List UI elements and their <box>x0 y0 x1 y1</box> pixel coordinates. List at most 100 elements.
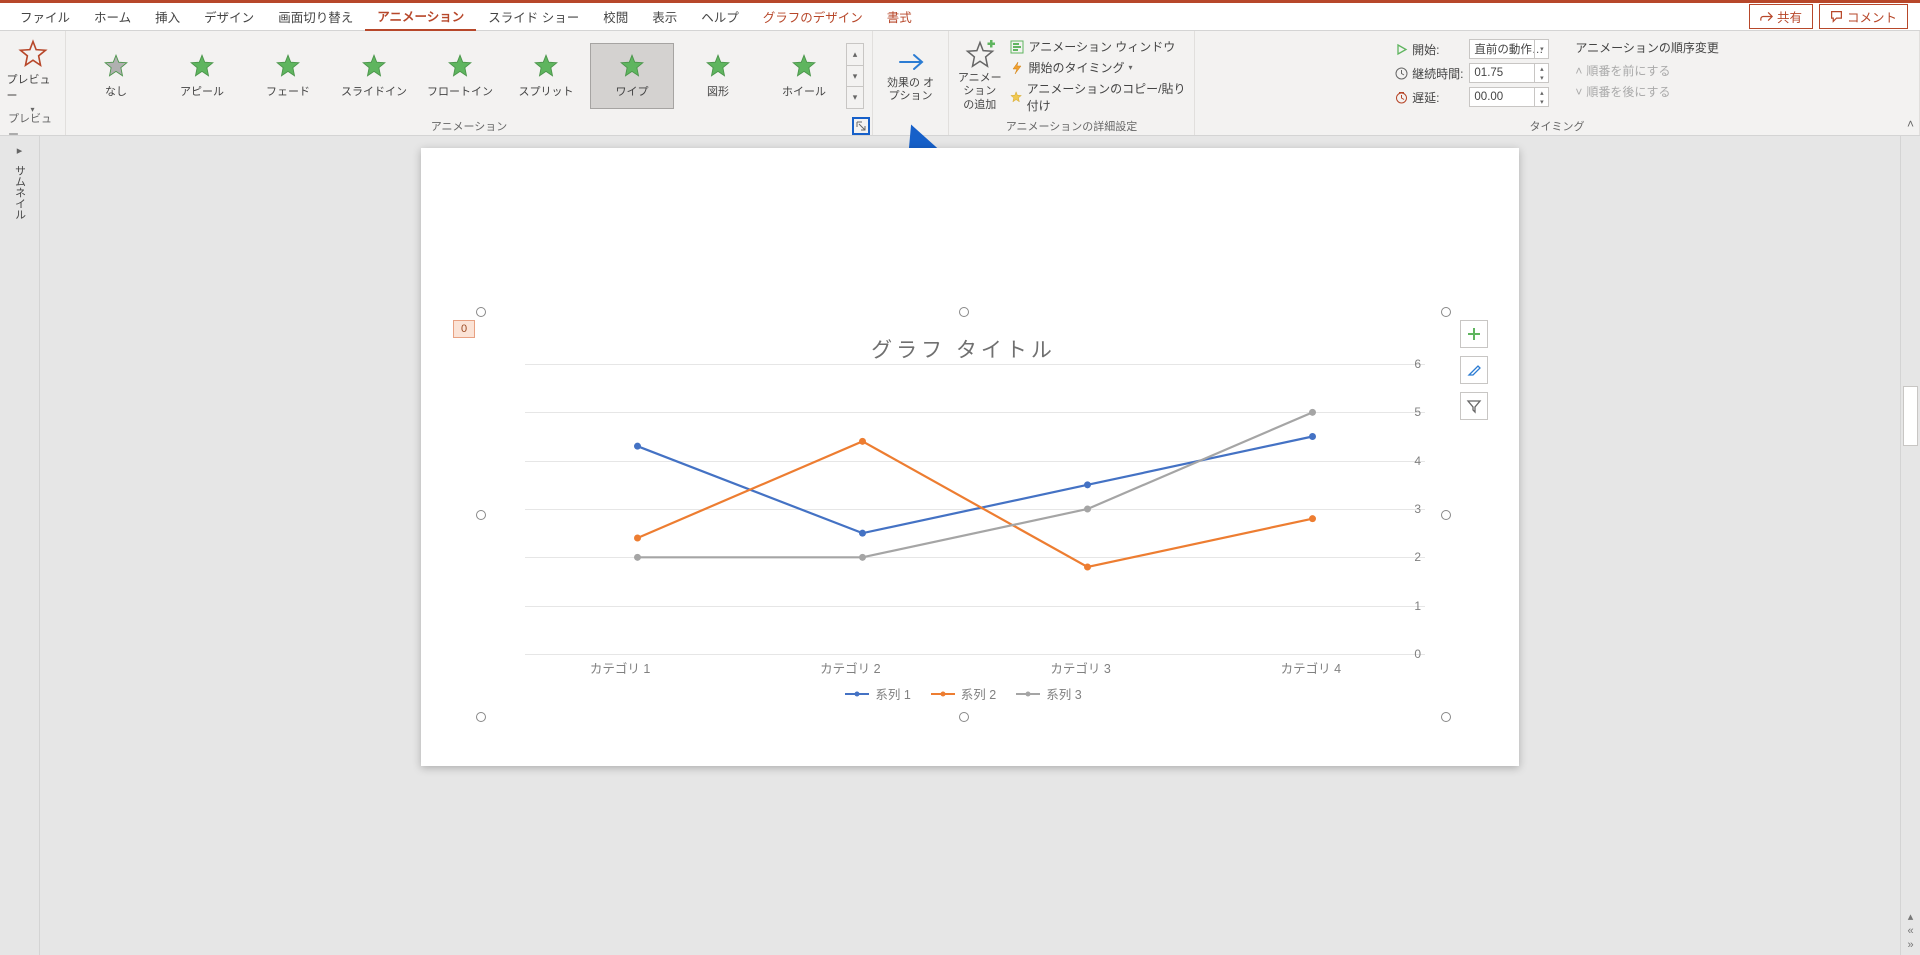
gallery-item-label: スライドイン <box>341 83 407 99</box>
chart-object[interactable]: 0 グラフ タイトル 0123456 カテゴリ 1カテゴリ 2カテゴリ 3カテゴ… <box>481 312 1446 717</box>
spinner-down[interactable]: ▾ <box>1535 97 1548 106</box>
tab-insert[interactable]: 挿入 <box>143 3 192 31</box>
legend-swatch <box>1016 693 1040 695</box>
gallery-expand[interactable]: ▾ <box>847 87 863 108</box>
gridline <box>525 654 1425 655</box>
tab-animations[interactable]: アニメーション <box>365 3 476 31</box>
plus-icon <box>1466 326 1482 342</box>
group-advanced-label: アニメーションの詳細設定 <box>1006 117 1138 133</box>
legend-item[interactable]: 系列 2 <box>931 684 996 703</box>
legend-item[interactable]: 系列 1 <box>845 684 910 703</box>
add-animation-button[interactable]: アニメーション の追加 <box>957 40 1002 112</box>
selection-handle[interactable] <box>476 510 486 520</box>
selection-handle[interactable] <box>1441 510 1451 520</box>
move-earlier-button[interactable]: ˄順番を前にする <box>1575 62 1719 79</box>
prev-slide-button-double[interactable]: « <box>1907 925 1913 937</box>
legend-label: 系列 2 <box>961 684 996 703</box>
effect-options-button[interactable]: 効果の オプション <box>885 49 937 103</box>
animation-dialog-launcher[interactable] <box>852 117 870 135</box>
gallery-scroll-up[interactable]: ▴ <box>847 44 863 66</box>
spinner-up[interactable]: ▴ <box>1535 88 1548 97</box>
selection-handle[interactable] <box>476 307 486 317</box>
selection-handle[interactable] <box>959 307 969 317</box>
selection-handle[interactable] <box>476 712 486 722</box>
chart-filters-button[interactable] <box>1460 392 1488 420</box>
animation-pane-button[interactable]: アニメーション ウィンドウ <box>1010 38 1186 55</box>
gallery-item-0[interactable]: なし <box>74 43 158 109</box>
chevron-down-icon: ▾ <box>1128 63 1132 72</box>
gallery-item-8[interactable]: ホイール <box>762 43 846 109</box>
tab-slideshow[interactable]: スライド ショー <box>476 3 591 31</box>
chart-elements-button[interactable] <box>1460 320 1488 348</box>
slide-area: 0 グラフ タイトル 0123456 カテゴリ 1カテゴリ 2カテゴリ 3カテゴ… <box>40 136 1900 955</box>
animation-painter-button[interactable]: アニメーションのコピー/貼り付け <box>1010 80 1186 114</box>
preview-label: プレビュー <box>7 71 59 103</box>
x-tick-label: カテゴリ 1 <box>505 658 735 678</box>
thumb-expand-button[interactable]: ▸ <box>17 144 23 157</box>
selection-handle[interactable] <box>959 712 969 722</box>
group-timing-label: タイミング <box>1530 117 1585 133</box>
vertical-scrollbar[interactable]: ▴ « » <box>1900 136 1920 955</box>
gallery-item-1[interactable]: アピール <box>160 43 244 109</box>
move-later-button[interactable]: ˅順番を後にする <box>1575 83 1719 100</box>
chart-title[interactable]: グラフ タイトル <box>481 334 1446 364</box>
start-dropdown[interactable]: 直前の動作… ▾ <box>1469 39 1549 59</box>
tab-home[interactable]: ホーム <box>82 3 143 31</box>
legend-item[interactable]: 系列 3 <box>1016 684 1081 703</box>
tab-format[interactable]: 書式 <box>875 3 924 31</box>
tab-review[interactable]: 校閲 <box>591 3 640 31</box>
tab-file[interactable]: ファイル <box>8 3 82 31</box>
chevron-up-icon: ˄ <box>1575 64 1582 78</box>
gallery-item-6[interactable]: ワイプ <box>590 43 674 109</box>
selection-handle[interactable] <box>1441 712 1451 722</box>
gallery-item-2[interactable]: フェード <box>246 43 330 109</box>
tab-help[interactable]: ヘルプ <box>689 3 751 31</box>
slide-canvas[interactable]: 0 グラフ タイトル 0123456 カテゴリ 1カテゴリ 2カテゴリ 3カテゴ… <box>421 148 1519 766</box>
selection-handle[interactable] <box>1441 307 1451 317</box>
gallery-item-4[interactable]: フロートイン <box>418 43 502 109</box>
chevron-down-icon: ˅ <box>1575 85 1582 99</box>
tab-chart-design[interactable]: グラフのデザイン <box>751 3 875 31</box>
legend-swatch <box>931 693 955 695</box>
chart-legend[interactable]: 系列 1 系列 2 系列 3 <box>481 684 1446 703</box>
share-label: 共有 <box>1777 7 1802 26</box>
chart-plot-area[interactable]: 0123456 <box>505 364 1425 654</box>
star-icon <box>361 53 387 79</box>
next-slide-button-double[interactable]: » <box>1907 939 1913 951</box>
tab-view[interactable]: 表示 <box>640 3 689 31</box>
star-icon <box>791 53 817 79</box>
gallery-item-5[interactable]: スプリット <box>504 43 588 109</box>
funnel-icon <box>1466 398 1482 414</box>
delay-input[interactable]: 00.00 ▴▾ <box>1469 87 1549 107</box>
x-tick-label: カテゴリ 3 <box>966 658 1196 678</box>
chart-side-buttons <box>1460 320 1488 420</box>
gallery-item-7[interactable]: 図形 <box>676 43 760 109</box>
animation-pane-label: アニメーション ウィンドウ <box>1028 38 1175 55</box>
thumbnail-label[interactable]: サムネイル <box>12 165 28 220</box>
duration-input[interactable]: 01.75 ▴▾ <box>1469 63 1549 83</box>
gallery-item-3[interactable]: スライドイン <box>332 43 416 109</box>
tab-design[interactable]: デザイン <box>192 3 266 31</box>
star-icon <box>275 53 301 79</box>
trigger-button[interactable]: 開始のタイミング ▾ <box>1010 59 1186 76</box>
scrollbar-thumb[interactable] <box>1903 386 1918 446</box>
gallery-item-label: ホイール <box>782 83 826 99</box>
delay-value: 00.00 <box>1474 91 1503 103</box>
prev-slide-button[interactable]: ▴ <box>1908 910 1914 923</box>
gallery-scroll-down[interactable]: ▾ <box>847 66 863 88</box>
spinner-down[interactable]: ▾ <box>1535 73 1548 82</box>
animation-order-tag[interactable]: 0 <box>453 320 475 338</box>
preview-button[interactable]: プレビュー ▾ <box>7 39 59 114</box>
gallery-item-label: アピール <box>180 83 224 99</box>
legend-swatch <box>845 693 869 695</box>
star-plus-icon <box>965 40 995 70</box>
share-button[interactable]: 共有 <box>1749 4 1813 29</box>
ribbon-collapse-button[interactable]: ˄ <box>1907 117 1914 131</box>
chart-styles-button[interactable] <box>1460 356 1488 384</box>
gallery-item-label: 図形 <box>707 83 729 99</box>
reorder-title: アニメーションの順序変更 <box>1575 39 1719 56</box>
chart-x-axis[interactable]: カテゴリ 1カテゴリ 2カテゴリ 3カテゴリ 4 <box>505 658 1426 678</box>
tab-transitions[interactable]: 画面切り替え <box>266 3 365 31</box>
comment-button[interactable]: コメント <box>1819 4 1908 29</box>
spinner-up[interactable]: ▴ <box>1535 64 1548 73</box>
